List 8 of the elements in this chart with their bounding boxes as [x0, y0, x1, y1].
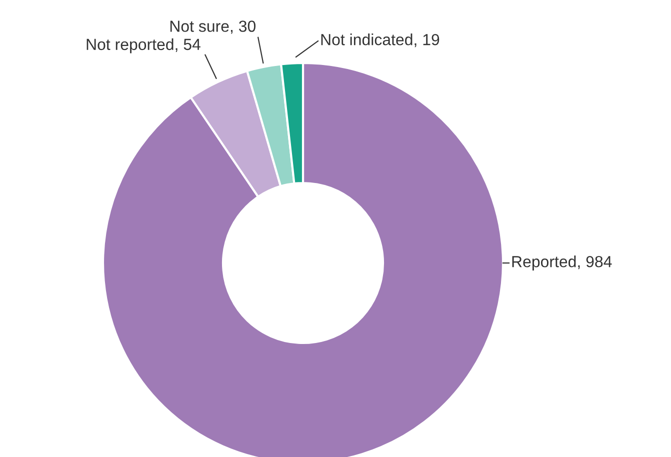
data-label: , 30: [230, 20, 256, 34]
data-label: , 54: [176, 38, 200, 52]
data-label: , 984: [578, 256, 612, 270]
slice-label: Not sure: [170, 20, 229, 32]
data-label: , 19: [414, 34, 440, 48]
slice-label: Not indicated: [321, 34, 412, 46]
slice-label: Reported: [512, 256, 576, 270]
slice-label: Not reported: [86, 38, 174, 54]
